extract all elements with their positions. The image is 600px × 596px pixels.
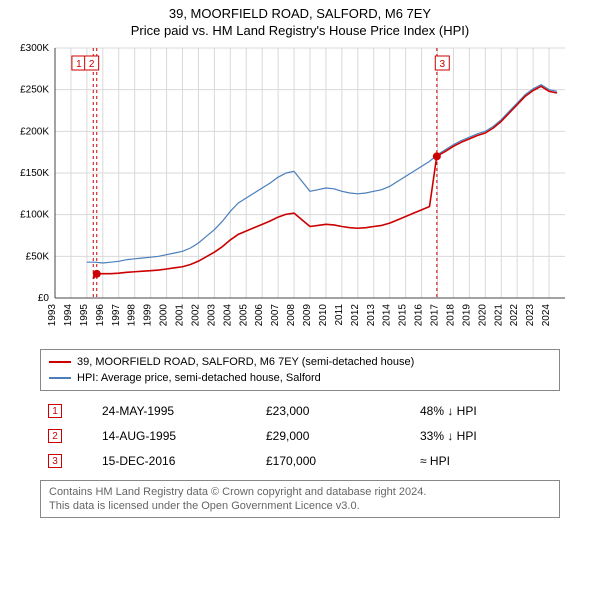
- svg-text:1999: 1999: [143, 304, 154, 327]
- title-subtitle: Price paid vs. HM Land Registry's House …: [0, 23, 600, 38]
- svg-text:2002: 2002: [190, 304, 201, 327]
- svg-text:2006: 2006: [254, 304, 265, 327]
- svg-text:2016: 2016: [414, 304, 425, 327]
- svg-text:2021: 2021: [493, 304, 504, 327]
- event-marker: 1: [48, 404, 62, 418]
- svg-text:£100K: £100K: [20, 210, 49, 221]
- svg-text:2003: 2003: [206, 304, 217, 327]
- legend: 39, MOORFIELD ROAD, SALFORD, M6 7EY (sem…: [40, 349, 560, 391]
- table-row: 1 24-MAY-1995£23,00048% ↓ HPI: [42, 399, 558, 422]
- svg-text:2019: 2019: [461, 304, 472, 327]
- svg-text:2: 2: [89, 59, 95, 70]
- svg-text:£50K: £50K: [26, 251, 50, 262]
- svg-text:2012: 2012: [350, 304, 361, 327]
- svg-text:2008: 2008: [286, 304, 297, 327]
- event-date: 14-AUG-1995: [96, 424, 258, 447]
- event-marker-cell: 2: [42, 424, 94, 447]
- svg-text:1993: 1993: [47, 304, 58, 327]
- svg-text:2022: 2022: [509, 304, 520, 327]
- legend-row-property: 39, MOORFIELD ROAD, SALFORD, M6 7EY (sem…: [49, 354, 551, 370]
- svg-text:3: 3: [440, 59, 446, 70]
- svg-text:2020: 2020: [477, 304, 488, 327]
- legend-label-hpi: HPI: Average price, semi-detached house,…: [77, 370, 321, 386]
- attribution-line2: This data is licensed under the Open Gov…: [49, 499, 551, 513]
- svg-text:2023: 2023: [525, 304, 536, 327]
- svg-text:2014: 2014: [382, 304, 393, 327]
- legend-swatch-hpi: [49, 377, 71, 379]
- svg-text:2001: 2001: [175, 304, 186, 327]
- svg-text:1998: 1998: [127, 304, 138, 327]
- svg-text:2007: 2007: [270, 304, 281, 327]
- svg-text:1997: 1997: [111, 304, 122, 327]
- title-address: 39, MOORFIELD ROAD, SALFORD, M6 7EY: [0, 6, 600, 21]
- svg-text:2017: 2017: [430, 304, 441, 327]
- svg-text:£200K: £200K: [20, 126, 49, 137]
- svg-text:2010: 2010: [318, 304, 329, 327]
- svg-text:2005: 2005: [238, 304, 249, 327]
- event-marker: 3: [48, 454, 62, 468]
- legend-swatch-property: [49, 361, 71, 363]
- svg-text:2015: 2015: [398, 304, 409, 327]
- svg-text:£150K: £150K: [20, 168, 49, 179]
- event-delta: 48% ↓ HPI: [414, 399, 558, 422]
- svg-text:2011: 2011: [334, 304, 345, 326]
- event-marker-cell: 3: [42, 449, 94, 472]
- event-price: £170,000: [260, 449, 412, 472]
- svg-text:1994: 1994: [63, 304, 74, 327]
- line-chart: £0 £50K £100K £150K £200K £250K £300K 1993 1994 1…: [0, 38, 600, 338]
- event-price: £29,000: [260, 424, 412, 447]
- svg-text:2009: 2009: [302, 304, 313, 327]
- svg-text:2024: 2024: [541, 304, 552, 327]
- chart-title: 39, MOORFIELD ROAD, SALFORD, M6 7EY Pric…: [0, 6, 600, 38]
- event-delta: 33% ↓ HPI: [414, 424, 558, 447]
- svg-text:2000: 2000: [159, 304, 170, 327]
- event-price: £23,000: [260, 399, 412, 422]
- table-row: 3 15-DEC-2016£170,000≈ HPI: [42, 449, 558, 472]
- sale-events-table: 1 24-MAY-1995£23,00048% ↓ HPI 2 14-AUG-1995…: [40, 397, 560, 474]
- svg-text:£0: £0: [38, 293, 50, 304]
- svg-text:1996: 1996: [95, 304, 106, 327]
- event-marker: 2: [48, 429, 62, 443]
- svg-text:1: 1: [76, 59, 82, 70]
- attribution-line1: Contains HM Land Registry data © Crown c…: [49, 485, 551, 499]
- svg-text:2018: 2018: [445, 304, 456, 327]
- table-row: 2 14-AUG-1995£29,00033% ↓ HPI: [42, 424, 558, 447]
- event-date: 15-DEC-2016: [96, 449, 258, 472]
- legend-row-hpi: HPI: Average price, semi-detached house,…: [49, 370, 551, 386]
- legend-label-property: 39, MOORFIELD ROAD, SALFORD, M6 7EY (sem…: [77, 354, 414, 370]
- attribution: Contains HM Land Registry data © Crown c…: [40, 480, 560, 518]
- svg-text:£300K: £300K: [20, 43, 49, 54]
- event-marker-cell: 1: [42, 399, 94, 422]
- svg-text:£250K: £250K: [20, 85, 49, 96]
- event-date: 24-MAY-1995: [96, 399, 258, 422]
- svg-text:2013: 2013: [366, 304, 377, 327]
- chart-container: £0 £50K £100K £150K £200K £250K £300K 1993 1994 1…: [0, 38, 600, 343]
- event-delta: ≈ HPI: [414, 449, 558, 472]
- svg-text:2004: 2004: [222, 304, 233, 327]
- svg-text:1995: 1995: [79, 304, 90, 327]
